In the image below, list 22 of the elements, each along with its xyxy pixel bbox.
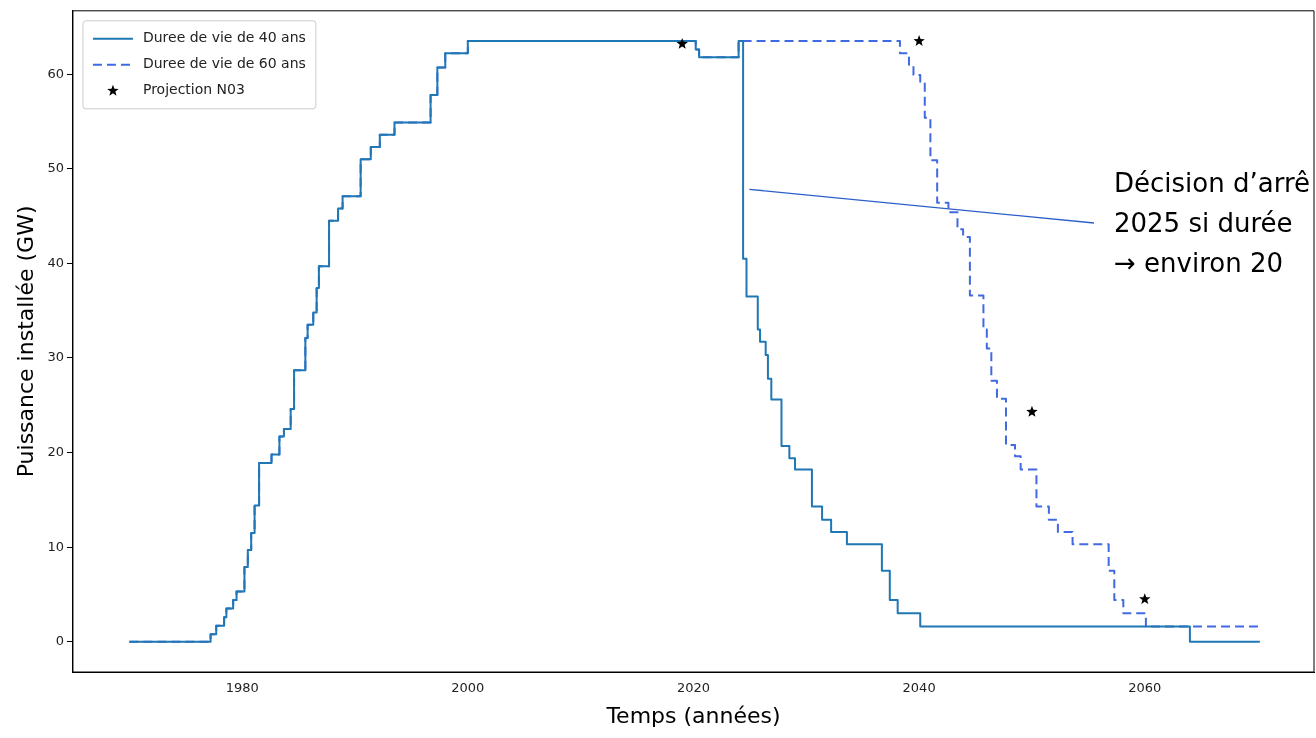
- point: [913, 35, 925, 46]
- legend-label: Duree de vie de 60 ans: [142, 55, 306, 72]
- y-tick-label: 30: [47, 349, 64, 365]
- point: [676, 37, 688, 49]
- x-tick-label: 2000: [451, 680, 485, 696]
- point: [1139, 593, 1151, 605]
- y-axis-title: Puissance installée (GW): [12, 205, 38, 478]
- y-tick-label: 20: [47, 443, 64, 459]
- y-tick-label: 40: [47, 254, 64, 270]
- x-axis-title: Temps (années): [605, 702, 781, 728]
- x-tick-label: 2020: [676, 680, 711, 696]
- x-tick-label: 2040: [902, 680, 936, 696]
- y-tick-label: 60: [47, 65, 64, 81]
- x-tick-label: 1980: [225, 680, 259, 696]
- x-tick-label: 2060: [1128, 680, 1162, 696]
- annotation: Décision d’arrê 2025 si durée → environ 20: [1114, 167, 1311, 278]
- y-tick-label: 0: [55, 633, 64, 649]
- y-tick-label: 50: [47, 160, 64, 176]
- legend-label: Duree de vie de 40 ans: [142, 29, 306, 46]
- y-tick-label: 10: [47, 538, 64, 554]
- point: [1026, 405, 1038, 417]
- legend-label: Projection N03: [142, 81, 245, 98]
